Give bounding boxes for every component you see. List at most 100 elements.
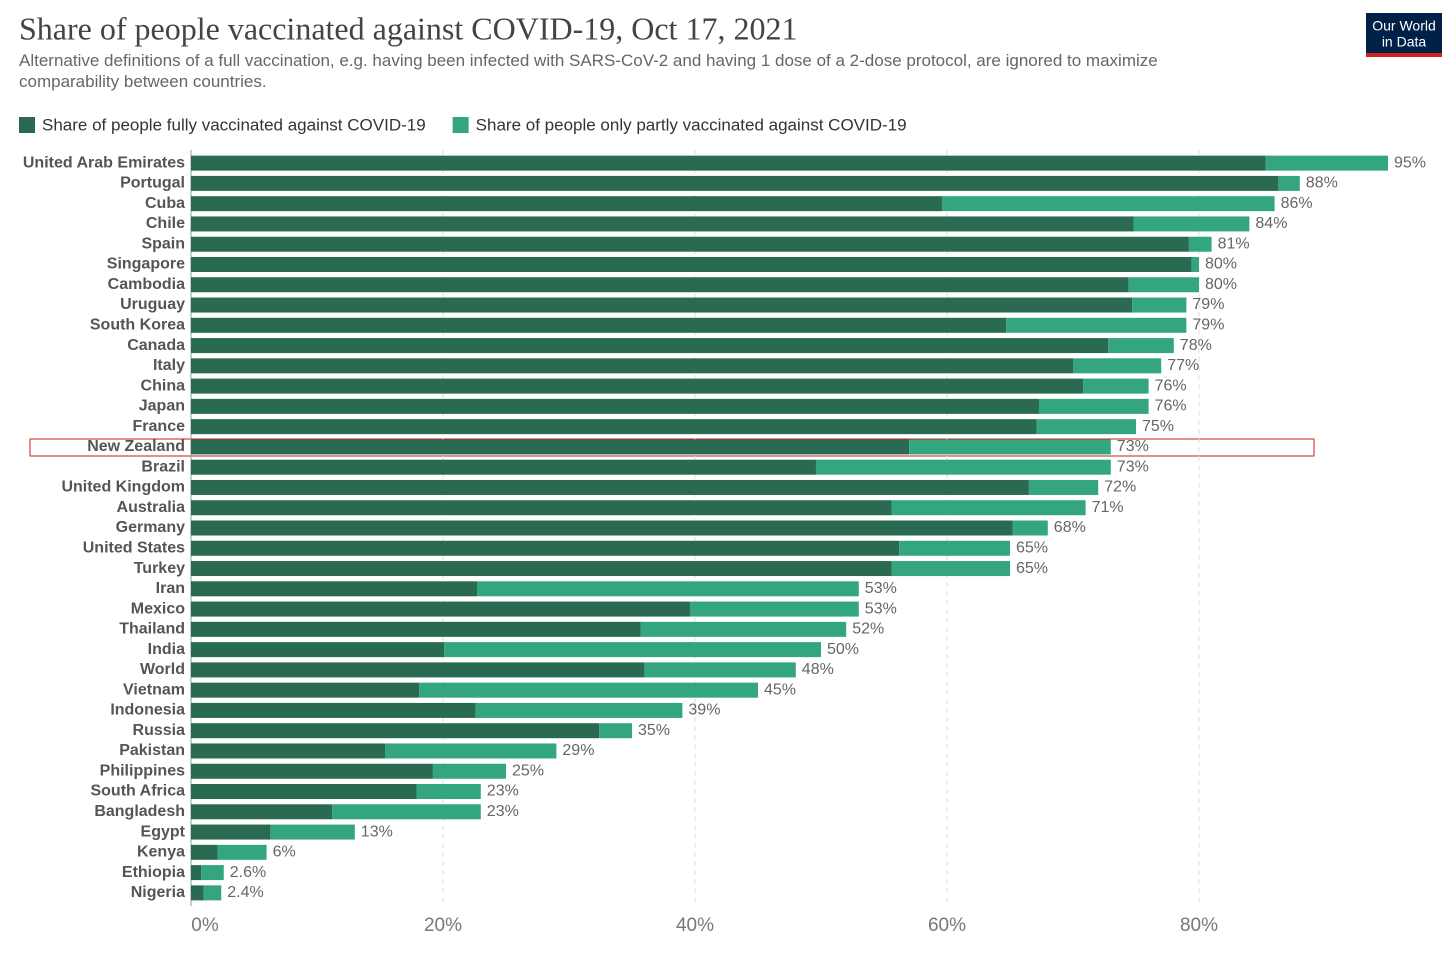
bar-segment [891, 500, 1086, 516]
bar-segment [416, 784, 481, 800]
bar-segment [1108, 338, 1174, 354]
y-tick-label: United Arab Emirates [23, 154, 185, 171]
bar-segment [191, 500, 892, 516]
x-tick-label: 60% [928, 915, 966, 936]
bar-segment [644, 662, 796, 678]
y-tick-label: Pakistan [119, 742, 185, 759]
total-label: 71% [1092, 499, 1124, 516]
bar-segment [191, 824, 271, 840]
y-tick-label: Indonesia [110, 702, 185, 719]
y-tick-label: Cuba [145, 195, 185, 212]
bar-segment [191, 419, 1037, 435]
y-tick-label: Iran [156, 580, 185, 597]
y-tick-label: Italy [153, 357, 185, 374]
total-label: 6% [273, 844, 296, 861]
y-tick-label: Singapore [107, 256, 185, 273]
y-tick-label: World [140, 661, 185, 678]
logo-text: Our World [1372, 18, 1436, 34]
bar-segment [191, 398, 1039, 414]
total-label: 80% [1205, 276, 1237, 293]
bar-segment [385, 743, 557, 759]
chart-title: Share of people vaccinated against COVID… [19, 10, 797, 46]
bar-segment [191, 338, 1109, 354]
y-tick-label: Australia [117, 499, 186, 516]
total-label: 65% [1016, 560, 1048, 577]
bar-segment [1191, 256, 1199, 272]
bar-segment [191, 682, 420, 698]
bar-segment [1083, 378, 1149, 394]
bar-segment [191, 743, 386, 759]
total-label: 45% [764, 681, 796, 698]
bar-segment [191, 784, 417, 800]
total-label: 13% [361, 823, 393, 840]
total-label: 23% [487, 803, 519, 820]
y-tick-label: Mexico [131, 600, 185, 617]
x-tick-label: 0% [191, 915, 219, 936]
bar-segment [432, 763, 506, 779]
x-tick-label: 80% [1180, 915, 1218, 936]
bar-segment [1278, 175, 1300, 191]
bar-segment [191, 256, 1192, 272]
total-label: 86% [1281, 195, 1313, 212]
bar-segment [815, 459, 1111, 475]
legend-swatch [452, 117, 469, 133]
bar-segment [191, 702, 476, 718]
y-tick-label: Chile [146, 215, 185, 232]
bar-segment [191, 236, 1189, 252]
total-label: 68% [1054, 519, 1086, 536]
y-tick-label: United Kingdom [61, 479, 185, 496]
bar-segment [191, 642, 445, 658]
bar-segment [689, 601, 859, 617]
total-label: 73% [1117, 438, 1149, 455]
bar-segment [191, 540, 900, 556]
total-label: 95% [1394, 154, 1426, 171]
total-label: 48% [802, 661, 834, 678]
bar-segment [191, 520, 1013, 536]
legend-label: Share of people fully vaccinated against… [42, 115, 426, 134]
y-tick-label: Canada [127, 337, 185, 354]
total-label: 53% [865, 580, 897, 597]
bar-segment [444, 642, 821, 658]
bar-segment [1038, 398, 1149, 414]
total-label: 39% [688, 702, 720, 719]
total-label: 84% [1255, 215, 1287, 232]
bar-segment [191, 621, 641, 637]
bar-segment [191, 601, 690, 617]
bar-segment [941, 196, 1275, 212]
y-tick-label: South Africa [90, 783, 185, 800]
y-tick-label: Vietnam [123, 681, 185, 698]
bar-segment [191, 479, 1029, 495]
total-label: 72% [1104, 479, 1136, 496]
y-tick-label: South Korea [90, 317, 185, 334]
bar-segment [191, 175, 1279, 191]
logo-underline [1366, 53, 1442, 57]
y-tick-label: Spain [141, 235, 185, 252]
y-tick-label: Turkey [134, 560, 185, 577]
bar-segment [191, 358, 1073, 374]
y-tick-label: Japan [139, 398, 185, 415]
y-tick-label: Ethiopia [122, 864, 185, 881]
bar-segment [191, 439, 910, 455]
total-label: 2.6% [230, 864, 266, 881]
total-label: 50% [827, 641, 859, 658]
bar-segment [191, 763, 433, 779]
y-tick-label: Cambodia [108, 276, 185, 293]
y-tick-label: Germany [116, 519, 185, 536]
bar-segment [1265, 155, 1388, 171]
bar-segment [1028, 479, 1099, 495]
y-tick-label: Bangladesh [94, 803, 185, 820]
subtitle-box: Alternative definitions of a full vaccin… [19, 51, 1158, 91]
bar-segment [475, 702, 683, 718]
bar-segment [899, 540, 1010, 556]
total-label: 81% [1218, 235, 1250, 252]
bar-segment [477, 581, 859, 597]
y-tick-label: Thailand [119, 621, 185, 638]
bar-segment [191, 885, 204, 901]
total-label: 77% [1167, 357, 1199, 374]
logo-box [1366, 13, 1442, 53]
total-label: 88% [1306, 175, 1338, 192]
bar-segment [191, 459, 816, 475]
bar-segment [640, 621, 847, 637]
total-label: 75% [1142, 418, 1174, 435]
